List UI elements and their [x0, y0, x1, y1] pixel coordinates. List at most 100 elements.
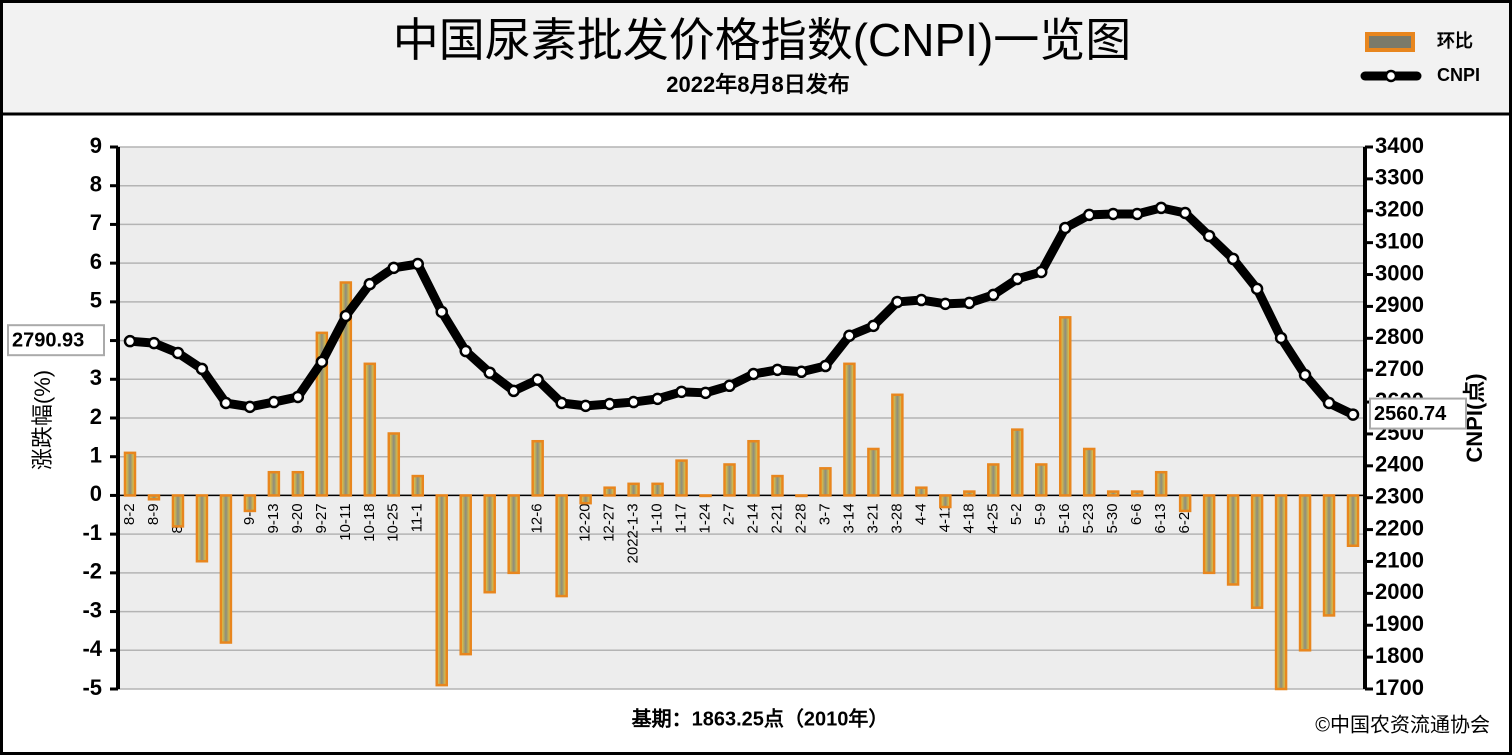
- bar: [123, 451, 137, 497]
- cnpi-point: [723, 379, 736, 393]
- y2-tick-label: 1900: [1375, 611, 1424, 636]
- bar: [459, 494, 472, 656]
- cnpi-point: [531, 373, 544, 386]
- y2-tick-label: 3200: [1375, 197, 1424, 222]
- y-tick-label: -4: [82, 636, 102, 661]
- bar: [243, 494, 257, 513]
- bar: [339, 281, 353, 497]
- y2-tick-label: 2700: [1375, 356, 1424, 381]
- bar: [1346, 494, 1360, 548]
- x-tick-label: 8-2: [121, 503, 138, 525]
- cnpi-point: [699, 386, 712, 400]
- cnpi-point: [1011, 272, 1024, 286]
- bar: [171, 494, 185, 528]
- bar: [843, 362, 856, 497]
- x-tick-label: 9-27: [313, 503, 330, 533]
- bar: [483, 494, 496, 594]
- bar: [747, 439, 760, 497]
- bar: [963, 490, 976, 497]
- cnpi-line: [129, 203, 1355, 419]
- cnpi-point: [363, 277, 377, 291]
- y-axis-label: 涨跌幅(%): [30, 370, 55, 470]
- bar: [1130, 490, 1144, 497]
- cnpi-point: [435, 305, 448, 319]
- legend-label: 环比: [1437, 31, 1473, 51]
- cnpi-point: [963, 296, 976, 310]
- x-tick-label: 10-25: [385, 503, 402, 541]
- bar: [363, 362, 377, 497]
- bar: [891, 393, 904, 497]
- cnpi-point: [939, 297, 952, 311]
- cnpi-point: [651, 392, 664, 406]
- x-tick-label: 1-17: [673, 503, 690, 533]
- value-label-box: [7, 324, 105, 357]
- bar: [531, 439, 544, 497]
- bar: [411, 474, 425, 497]
- x-tick-label: 12-6: [529, 503, 546, 533]
- cnpi-point: [603, 397, 616, 411]
- footer-note: 基期：1863.25点（2010年）: [632, 706, 889, 730]
- cnpi-point: [219, 396, 233, 410]
- bar: [1202, 494, 1216, 575]
- y2-tick-label: 3100: [1375, 228, 1424, 253]
- value-label: 2560.74: [1374, 403, 1447, 425]
- y2-tick-label: 3400: [1375, 133, 1424, 158]
- bar: [675, 459, 688, 497]
- header-bg: [3, 3, 1509, 113]
- x-tick-label: 5-16: [1056, 503, 1073, 533]
- bar: [939, 494, 952, 509]
- cnpi-point: [555, 396, 568, 410]
- y-tick-label: -5: [82, 675, 102, 700]
- bar: [147, 494, 161, 501]
- cnpi-point: [171, 346, 185, 360]
- y-tick-label: 1: [90, 443, 102, 468]
- cnpi-point: [1178, 206, 1192, 220]
- y2-tick-label: 2800: [1375, 324, 1424, 349]
- chart-subtitle: 2022年8月8日发布: [666, 72, 849, 97]
- source-note: ©中国农资流通协会: [1315, 713, 1490, 736]
- x-tick-label: 1-10: [649, 503, 666, 533]
- bar: [1035, 463, 1048, 497]
- cnpi-point: [387, 261, 401, 275]
- cnpi-point: [339, 309, 353, 323]
- y2-tick-label: 1800: [1375, 643, 1424, 668]
- y-tick-label: 7: [90, 210, 102, 235]
- bar: [1274, 494, 1288, 691]
- cnpi-point: [795, 365, 808, 379]
- y-tick-label: 9: [90, 133, 102, 158]
- y2-tick-label: 2100: [1375, 547, 1424, 572]
- legend-marker: [1365, 32, 1415, 52]
- x-tick-label: 4-11: [936, 503, 953, 532]
- cnpi-point: [1082, 208, 1096, 222]
- bar: [1226, 494, 1240, 586]
- bar: [771, 474, 784, 497]
- chart-title: 中国尿素批发价格指数(CNPI)一览图: [393, 14, 1132, 66]
- cnpi-point: [1130, 207, 1144, 221]
- x-tick-label: 3-28: [888, 503, 905, 533]
- cnpi-point: [747, 367, 760, 381]
- cnpi-point: [675, 385, 688, 399]
- bar: [987, 463, 1000, 497]
- cnpi-point: [411, 257, 425, 271]
- x-tick-label: 3-7: [816, 503, 833, 525]
- cnpi-point: [1298, 368, 1312, 382]
- cnpi-point: [1274, 331, 1288, 345]
- bar: [315, 331, 329, 497]
- x-tick-label: 9-20: [289, 503, 306, 533]
- x-tick-label: 4-4: [912, 503, 929, 525]
- cnpi-point: [867, 319, 880, 333]
- y-tick-label: -3: [82, 597, 102, 622]
- x-tick-label: 5-30: [1104, 503, 1121, 533]
- bar: [915, 486, 928, 497]
- y-tick-label: -2: [82, 559, 102, 584]
- x-tick-label: 5-2: [1008, 503, 1025, 525]
- y2-tick-label: 2000: [1375, 579, 1424, 604]
- x-tick-label: 11-1: [409, 503, 426, 532]
- x-tick-label: 6-13: [1152, 503, 1169, 533]
- bar: [1058, 316, 1072, 497]
- cnpi-point: [483, 366, 496, 379]
- y-tick-label: -1: [82, 520, 102, 545]
- cnpi-point: [579, 399, 592, 413]
- cnpi-point: [507, 384, 520, 398]
- x-tick-label: 9-13: [265, 503, 282, 533]
